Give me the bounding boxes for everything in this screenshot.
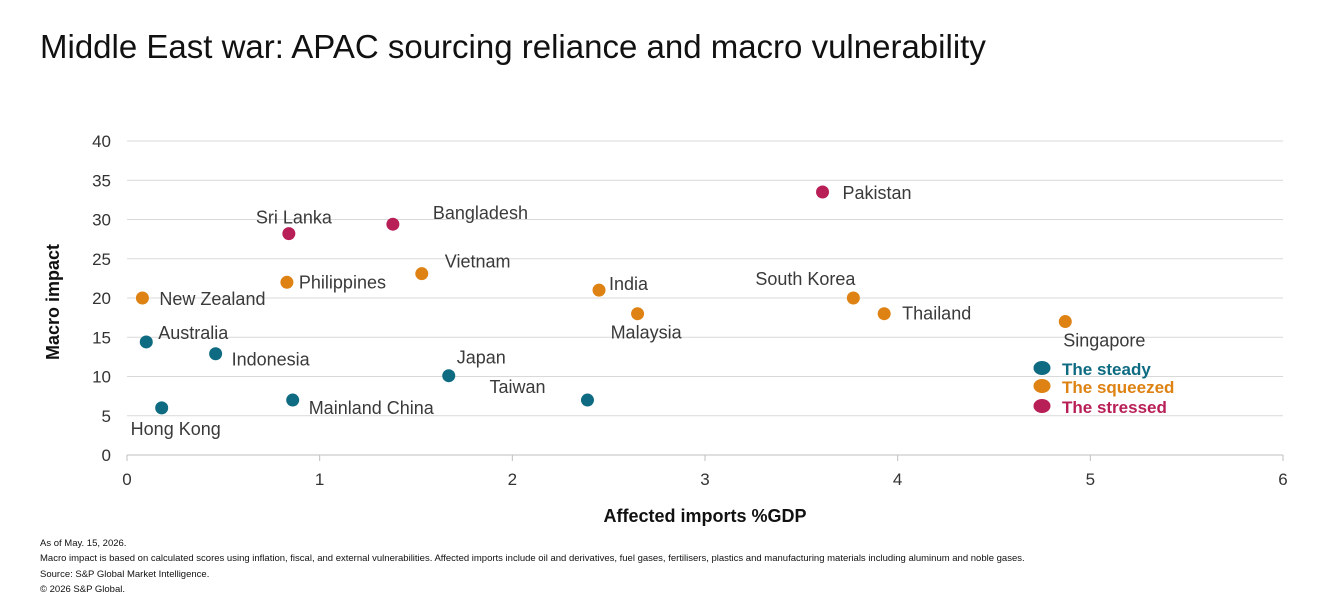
point-hong-kong (155, 401, 169, 415)
label-singapore: Singapore (1063, 331, 1145, 351)
point-taiwan (580, 393, 594, 407)
y-tick-label: 20 (92, 289, 111, 308)
legend-marker-the-steady (1033, 361, 1051, 375)
label-japan: Japan (457, 348, 506, 368)
chart-title: Middle East war: APAC sourcing reliance … (40, 28, 986, 65)
point-south-korea (846, 291, 860, 305)
x-tick-label: 1 (315, 470, 324, 489)
label-taiwan: Taiwan (489, 377, 545, 397)
label-india: India (609, 274, 649, 294)
label-indonesia: Indonesia (232, 350, 311, 370)
x-tick-label: 6 (1278, 470, 1287, 489)
x-tick-label: 4 (893, 470, 902, 489)
label-sri-lanka: Sri Lanka (256, 208, 333, 228)
label-pakistan: Pakistan (843, 183, 912, 203)
footnote-methodology: Macro impact is based on calculated scor… (40, 553, 1025, 565)
axes: 0 5 10 15 20 25 30 35 40 0 1 2 3 4 5 6 Affected imports … (43, 132, 1288, 526)
y-tick-label: 10 (92, 368, 111, 387)
legend-label-the-stressed: The stressed (1062, 398, 1167, 417)
legend-marker-the-squeezed (1033, 379, 1051, 393)
gridlines (127, 140, 1283, 417)
y-tick-label: 0 (102, 446, 111, 465)
point-philippines (280, 275, 294, 289)
footnotes: As of May. 15, 2026. Macro impact is bas… (40, 536, 1025, 597)
point-sri-lanka (282, 227, 296, 241)
point-vietnam (415, 267, 429, 281)
label-new-zealand: New Zealand (159, 289, 265, 309)
point-singapore (1058, 315, 1072, 329)
y-tick-label: 5 (102, 407, 111, 426)
point-india (592, 283, 606, 297)
point-thailand (877, 307, 891, 321)
footnote-copyright: © 2026 S&P Global. (40, 583, 125, 595)
footnote-source: Source: S&P Global Market Intelligence. (40, 568, 210, 580)
y-tick-label: 25 (92, 250, 111, 269)
x-tick-label: 2 (508, 470, 517, 489)
x-tick-label: 5 (1086, 470, 1095, 489)
footnote-date: As of May. 15, 2026. (40, 538, 127, 549)
y-tick-label: 35 (92, 171, 111, 190)
label-australia: Australia (158, 323, 229, 343)
label-hong-kong: Hong Kong (131, 419, 221, 439)
label-south-korea: South Korea (755, 269, 856, 289)
point-indonesia (209, 347, 223, 361)
y-tick-label: 30 (92, 211, 111, 230)
label-thailand: Thailand (902, 304, 971, 324)
x-axis-title: Affected imports %GDP (603, 506, 806, 526)
point-new-zealand (135, 291, 149, 305)
legend-label-the-steady: The steady (1062, 360, 1151, 379)
legend-label-the-squeezed: The squeezed (1062, 378, 1174, 397)
label-malaysia: Malaysia (611, 323, 683, 343)
point-bangladesh (386, 217, 400, 231)
point-japan (442, 369, 456, 383)
point-mainland-china (286, 393, 300, 407)
x-tick-label: 0 (122, 470, 131, 489)
y-axis-title: Macro impact (43, 244, 63, 360)
x-tick-label: 3 (700, 470, 709, 489)
y-tick-label: 40 (92, 132, 111, 151)
scatter-chart: 0 5 10 15 20 25 30 35 40 0 1 2 3 4 5 6 Affected imports … (43, 132, 1288, 526)
point-australia (139, 335, 153, 349)
label-bangladesh: Bangladesh (433, 203, 528, 223)
label-vietnam: Vietnam (445, 252, 511, 272)
legend-marker-the-stressed (1033, 399, 1051, 413)
point-malaysia (631, 307, 645, 321)
point-pakistan (816, 185, 830, 199)
y-tick-label: 15 (92, 328, 111, 347)
data-points (135, 185, 1072, 415)
label-philippines: Philippines (299, 272, 386, 292)
label-mainland-china: Mainland China (309, 398, 435, 418)
